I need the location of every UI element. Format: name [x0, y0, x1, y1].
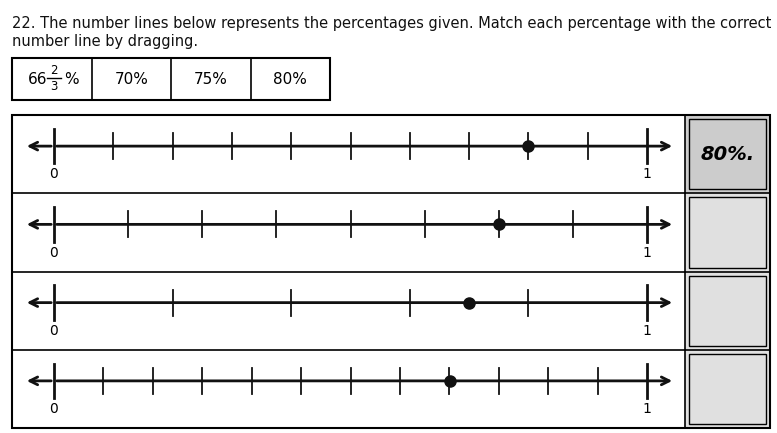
- Text: 0: 0: [50, 246, 58, 260]
- Bar: [685, 350, 770, 428]
- Text: number line by dragging.: number line by dragging.: [12, 34, 198, 49]
- Bar: [685, 193, 770, 271]
- Bar: [12, 58, 330, 100]
- Text: 3: 3: [50, 80, 57, 93]
- Text: 2: 2: [50, 64, 57, 77]
- Text: 0: 0: [50, 324, 58, 338]
- Bar: [685, 271, 770, 350]
- Text: 80%.: 80%.: [700, 145, 754, 164]
- Text: 0: 0: [50, 167, 58, 181]
- Bar: [685, 115, 770, 193]
- Bar: [689, 119, 766, 189]
- Bar: [12, 115, 770, 428]
- Text: 22. The number lines below represents the percentages given. Match each percenta: 22. The number lines below represents th…: [12, 16, 772, 31]
- Text: 1: 1: [643, 324, 651, 338]
- Text: 0: 0: [50, 402, 58, 416]
- Text: %: %: [64, 72, 78, 87]
- Text: 66: 66: [28, 72, 47, 87]
- Text: 1: 1: [643, 402, 651, 416]
- Text: 80%: 80%: [274, 71, 307, 87]
- Bar: [689, 197, 766, 268]
- Text: 1: 1: [643, 246, 651, 260]
- Bar: [689, 275, 766, 346]
- Text: 70%: 70%: [114, 71, 148, 87]
- Text: 1: 1: [643, 167, 651, 181]
- Bar: [689, 354, 766, 424]
- Text: 75%: 75%: [193, 71, 228, 87]
